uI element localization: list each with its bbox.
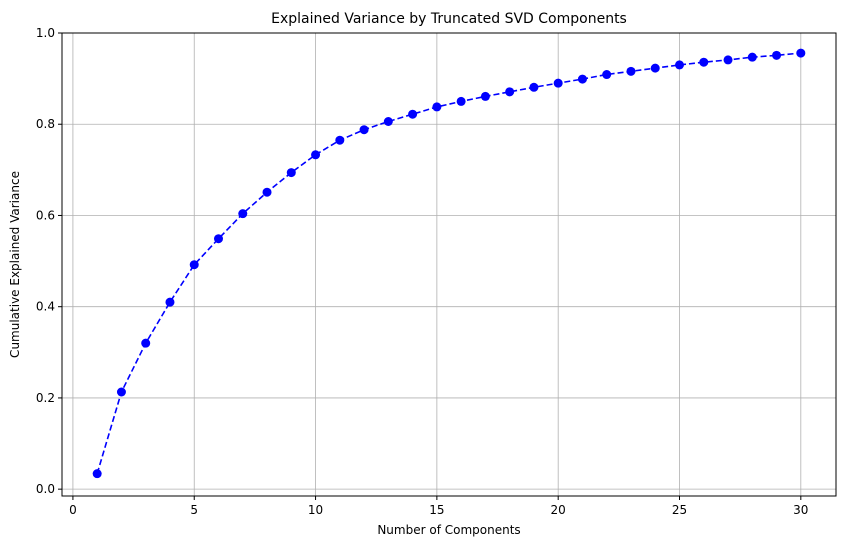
chart-title: Explained Variance by Truncated SVD Comp… bbox=[271, 11, 627, 27]
data-point bbox=[699, 57, 709, 67]
y-tick-label: 0.0 bbox=[36, 482, 55, 496]
data-point bbox=[92, 469, 102, 479]
data-point bbox=[505, 87, 515, 97]
data-point bbox=[796, 48, 806, 58]
data-point bbox=[116, 387, 126, 397]
data-point bbox=[432, 102, 442, 112]
data-point bbox=[141, 338, 151, 348]
y-tick-label: 0.6 bbox=[36, 208, 55, 222]
data-point bbox=[213, 234, 223, 244]
series-layer bbox=[92, 48, 806, 479]
x-tick-label: 5 bbox=[190, 503, 198, 517]
x-tick-label: 15 bbox=[429, 503, 444, 517]
data-point bbox=[383, 116, 393, 126]
data-point bbox=[238, 209, 248, 219]
data-point bbox=[189, 260, 199, 270]
data-point bbox=[408, 109, 418, 119]
data-point bbox=[480, 91, 490, 101]
data-point bbox=[286, 168, 296, 178]
x-axis-label: Number of Components bbox=[377, 523, 520, 537]
data-point bbox=[602, 70, 612, 80]
data-point bbox=[262, 187, 272, 197]
x-tick-label: 25 bbox=[672, 503, 687, 517]
x-tick-label: 30 bbox=[793, 503, 808, 517]
x-tick-label: 10 bbox=[308, 503, 323, 517]
data-point bbox=[675, 60, 685, 70]
data-point bbox=[723, 55, 733, 65]
x-tick-label: 0 bbox=[69, 503, 77, 517]
data-point bbox=[772, 50, 782, 60]
x-tick-label: 20 bbox=[551, 503, 566, 517]
plot-frame bbox=[61, 32, 837, 497]
data-point bbox=[747, 52, 757, 62]
data-point bbox=[626, 66, 636, 76]
data-point bbox=[553, 78, 563, 88]
y-tick-label: 0.4 bbox=[36, 300, 55, 314]
y-tick-label: 0.2 bbox=[36, 391, 55, 405]
y-axis-label: Cumulative Explained Variance bbox=[8, 171, 22, 358]
data-point bbox=[359, 125, 369, 135]
data-point bbox=[577, 74, 587, 84]
data-point bbox=[335, 135, 345, 145]
data-point bbox=[311, 150, 321, 160]
ticks: 0 5 10 15 20 25 30 0.0 0.2 0.4 0.6 0.8 1.0 bbox=[36, 26, 809, 517]
data-point bbox=[165, 297, 175, 307]
data-point bbox=[529, 82, 539, 92]
data-point bbox=[456, 96, 466, 106]
data-point bbox=[650, 63, 660, 73]
y-tick-label: 1.0 bbox=[36, 26, 55, 40]
y-tick-label: 0.8 bbox=[36, 117, 55, 131]
